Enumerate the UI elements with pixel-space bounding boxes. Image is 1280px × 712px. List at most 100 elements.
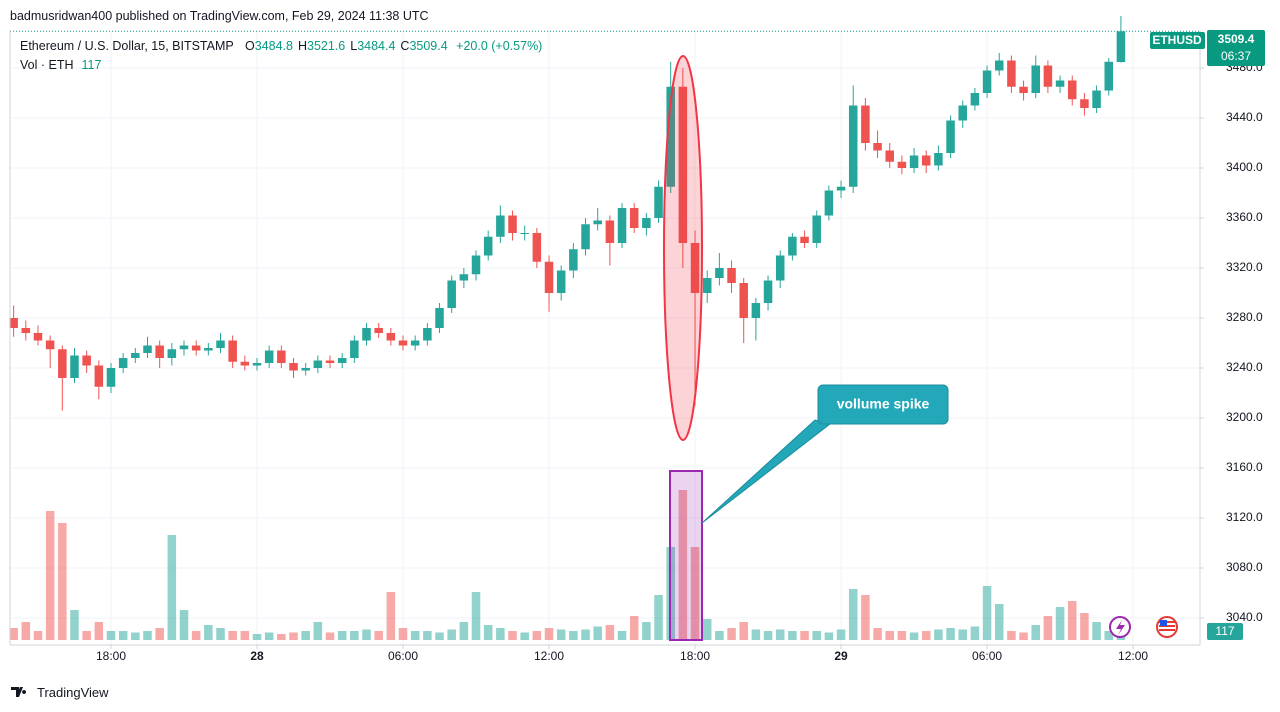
y-tick-label: 3040.0 [1226,610,1263,624]
y-tick-label: 3320.0 [1226,260,1263,274]
volume-bar [1055,607,1065,640]
candle-body [216,340,225,348]
volume-bar [897,631,907,640]
volume-bar [216,628,225,640]
candle-body [70,355,79,378]
volume-bar [167,535,177,640]
volume-bar [1092,622,1101,640]
ohlc-value: 3484.8 [254,39,293,53]
volume-title: Vol · ETH [20,58,74,72]
logo [11,687,27,697]
volume-bar [532,631,542,640]
volume-bar [1007,631,1016,640]
candle-body [362,328,371,341]
volume-bar [702,619,712,640]
volume-bar [204,625,213,640]
candle-body [921,155,931,166]
candle-body [897,161,907,168]
candle-body [118,358,128,368]
volume-bar [836,629,846,640]
volume-bar [556,629,566,640]
volume-bar [277,634,286,640]
candle-body [94,365,104,387]
candle-body [301,368,310,371]
volume-bar [508,631,517,640]
candle-body [581,224,590,250]
candle-body [410,340,420,346]
candle-body [739,283,748,318]
volume-tag-text: 117 [1215,624,1234,638]
symbol-title: Ethereum / U.S. Dollar, 15, BITSTAMP [20,39,234,53]
candle-body [1067,80,1077,100]
lightning-glyph [1116,620,1125,635]
candle-body [1019,86,1028,93]
volume-bar [1031,625,1040,640]
plot-area [10,30,1200,645]
candle-body [970,93,980,106]
volume-bar [921,631,931,640]
candle-body [848,105,858,187]
volume-bar [848,589,858,640]
volume-bar [264,632,274,640]
y-tick-label: 3120.0 [1226,510,1263,524]
flag-canton [1160,620,1167,626]
volume-bar [994,604,1004,640]
volume-bar [678,490,688,640]
candle-body [800,236,809,243]
volume-bar [544,628,554,640]
candle-body [191,345,201,351]
volume-bar [70,610,79,640]
y-tick-label: 3400.0 [1226,160,1263,174]
x-tick-label: 06:00 [388,649,418,663]
volume-bar [471,592,481,640]
volume-bar [325,632,335,640]
candle-body [605,220,615,243]
countdown-text: 06:37 [1221,49,1251,63]
volume-bar [824,632,834,640]
volume-bar [970,626,980,640]
volume-bar [58,523,67,640]
ohlc: O3484.8 H3521.6 L3484.4 C3509.4 [245,39,453,53]
ohlc-value: 3521.6 [307,39,346,53]
y-tick-label: 3360.0 [1226,210,1263,224]
ohlc-value: 3484.4 [357,39,396,53]
volume-value: 117 [81,58,102,72]
volume-bar [885,631,894,640]
candle-body [763,280,773,303]
change: +20.0 (+0.57%) [456,39,543,53]
candle-body [982,70,992,93]
volume-bar [946,628,955,640]
candle-body [350,340,359,358]
volume-bar [155,628,164,640]
volume-bar [958,629,967,640]
volume-bar [33,631,43,640]
volume-bar [727,628,736,640]
candle-body [45,340,55,350]
x-tick-label: 29 [834,649,848,663]
candle-body [496,215,505,237]
y-tick-label: 3200.0 [1226,410,1263,424]
volume-bar [1116,636,1126,640]
ohlc-label: O [245,39,255,53]
candle-body [325,360,335,363]
volume-bar [191,631,201,640]
volume-bar [569,631,578,640]
callout-text: vollume spike [837,396,930,412]
candle-body [1116,31,1126,62]
candle-body [690,243,700,293]
publisher: badmusridwan400 published on TradingView… [10,9,429,23]
callout-box [817,384,949,425]
candle-body [459,274,469,281]
candle-body [33,333,43,341]
x-tick-label: 18:00 [96,649,126,663]
volume-bar [788,631,797,640]
candle-body [228,340,237,362]
volume-bar [751,629,761,640]
candle-body [508,215,517,233]
volume-bar [1043,616,1053,640]
volume-bar [350,631,359,640]
volume-bar [131,632,140,640]
price-tag-text: 3509.4 [1218,32,1255,46]
volume-bar [386,592,396,640]
volume-bar [143,631,152,640]
